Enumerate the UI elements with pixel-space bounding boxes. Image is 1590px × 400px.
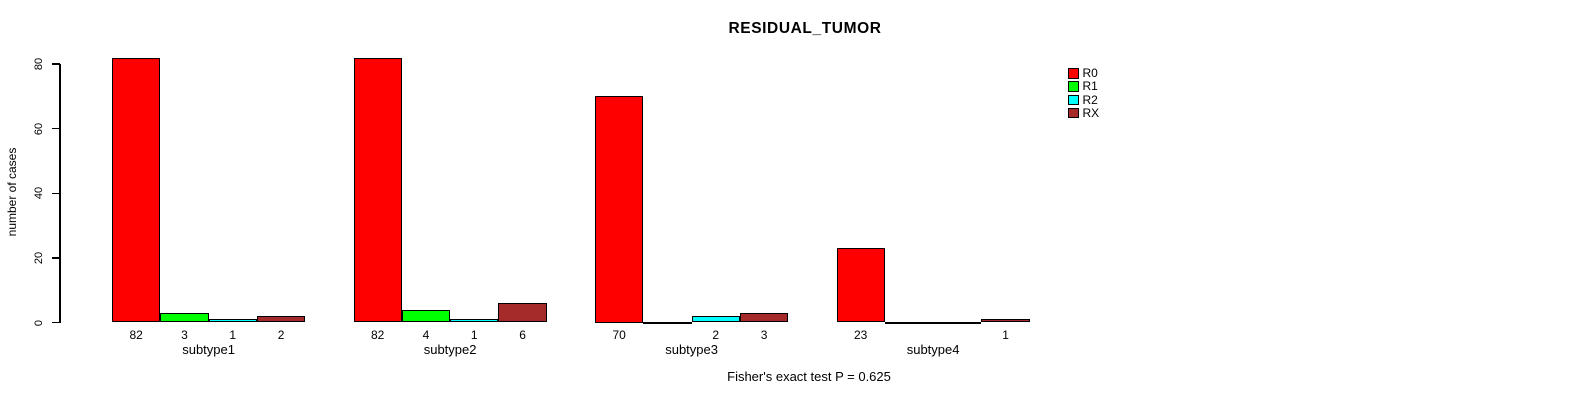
- legend-swatch-R2: [1068, 94, 1079, 106]
- y-axis-tick-0: [52, 321, 60, 324]
- bar-RX-subtype3: [739, 312, 789, 323]
- y-tick-label-80: 80: [33, 57, 45, 71]
- legend-label-R1: R1: [1082, 79, 1098, 94]
- bar-R0-subtype3: [595, 96, 644, 323]
- legend-label-RX: RX: [1082, 105, 1100, 120]
- bar-R1-subtype2: [401, 309, 451, 323]
- y-axis-tick-40: [52, 192, 60, 194]
- y-axis-tick-60: [52, 127, 60, 130]
- bar-RX-subtype2: [498, 303, 547, 323]
- y-axis-label: number of cases: [5, 147, 19, 237]
- y-axis-tick-20: [52, 257, 60, 259]
- bar-R1-subtype3-zero: [643, 321, 692, 324]
- bar-R2-subtype2: [450, 319, 499, 323]
- bar-RX-subtype1: [256, 316, 306, 323]
- bar-R0-subtype1: [112, 57, 161, 323]
- y-tick-label-40: 40: [33, 187, 45, 200]
- y-tick-label-60: 60: [33, 122, 45, 135]
- bar-value-label-R0-subtype3: 70: [612, 328, 626, 342]
- bar-R2-subtype1: [208, 319, 257, 323]
- y-tick-label-0: 0: [33, 319, 45, 326]
- legend-swatch-RX: [1068, 107, 1079, 119]
- y-tick-label-20: 20: [33, 251, 45, 264]
- legend-label-R2: R2: [1082, 92, 1098, 107]
- bar-value-label-R1-subtype1: 3: [181, 328, 188, 342]
- bar-R2-subtype4-zero: [933, 321, 982, 324]
- category-label-subtype4: subtype4: [906, 342, 960, 357]
- bar-value-label-RX-subtype1: 2: [277, 328, 285, 342]
- bar-R0-subtype2: [353, 57, 402, 323]
- legend-swatch-R1: [1068, 81, 1079, 92]
- y-axis-tick-80: [52, 63, 60, 65]
- category-label-subtype1: subtype1: [182, 342, 235, 357]
- bar-RX-subtype4: [981, 319, 1030, 323]
- bar-value-label-R0-subtype4: 23: [853, 328, 868, 342]
- bar-value-label-R2-subtype2: 1: [470, 328, 478, 342]
- bar-value-label-RX-subtype3: 3: [760, 328, 768, 342]
- bar-value-label-RX-subtype4: 1: [1002, 328, 1009, 342]
- legend-swatch-R0: [1068, 68, 1079, 79]
- bar-R0-subtype4: [836, 248, 885, 323]
- bar-value-label-R1-subtype2: 4: [422, 328, 430, 342]
- bar-R1-subtype1: [160, 312, 209, 323]
- bar-R1-subtype4-zero: [884, 321, 934, 324]
- bar-value-label-R2-subtype3: 2: [712, 328, 720, 342]
- bar-value-label-R0-subtype1: 82: [129, 328, 143, 342]
- bar-R2-subtype3: [691, 316, 740, 323]
- bar-value-label-R0-subtype2: 82: [370, 328, 385, 342]
- chart-title: RESIDUAL_TUMOR: [728, 20, 882, 37]
- legend-label-R0: R0: [1082, 66, 1098, 80]
- bar-value-label-R2-subtype1: 1: [229, 328, 237, 342]
- category-label-subtype2: subtype2: [423, 342, 477, 357]
- category-label-subtype3: subtype3: [665, 342, 718, 357]
- fishers-test-caption: Fisher's exact test P = 0.625: [727, 369, 891, 384]
- bar-value-label-RX-subtype2: 6: [519, 328, 526, 342]
